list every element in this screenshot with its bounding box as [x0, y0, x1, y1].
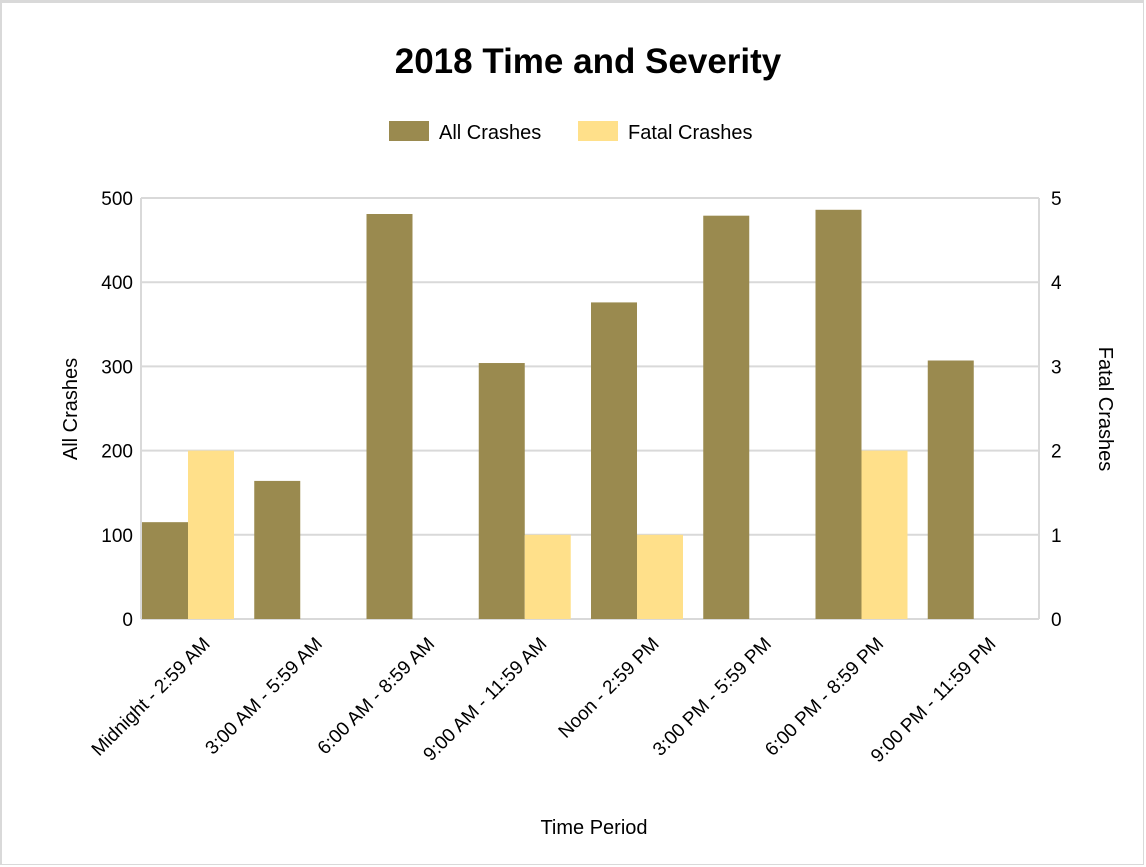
x-tick-label: 3:00 AM - 5:59 AM [202, 634, 327, 759]
y-axis-right-title: Fatal Crashes [1094, 347, 1116, 472]
x-tick-label: 6:00 AM - 8:59 AM [314, 634, 439, 759]
x-tick-label: 3:00 PM - 5:59 PM [649, 634, 776, 761]
x-tick-label: Noon - 2:59 PM [555, 634, 664, 743]
bar-all-crashes [142, 522, 188, 619]
bar-all-crashes [254, 480, 301, 619]
y-tick-label: 300 [101, 357, 133, 378]
y-tick-label: 100 [101, 526, 133, 547]
legend-swatch-all-crashes [389, 121, 429, 141]
bar-all-crashes [703, 215, 750, 619]
legend-swatch-fatal-crashes [578, 121, 618, 141]
legend-label-fatal-crashes: Fatal Crashes [628, 122, 753, 144]
x-tick-label: 6:00 PM - 8:59 PM [761, 634, 888, 761]
y-axis-left-ticks: 0 100 200 300 400 500 [101, 189, 133, 631]
bar-fatal-crashes [861, 450, 908, 619]
y-tick-label: 0 [122, 610, 133, 631]
bar-all-crashes [478, 363, 525, 619]
x-tick-label: Midnight - 2:59 AM [88, 634, 215, 761]
y2-tick-label: 1 [1051, 526, 1062, 547]
bar-all-crashes [366, 213, 413, 620]
bar-fatal-crashes [524, 534, 571, 619]
x-axis-ticks: Midnight - 2:59 AM3:00 AM - 5:59 AM6:00 … [88, 634, 1001, 767]
x-tick-label: 9:00 AM - 11:59 AM [420, 634, 552, 766]
y2-tick-label: 0 [1051, 610, 1062, 631]
y-axis-left-title: All Crashes [60, 358, 82, 460]
y-tick-label: 400 [101, 273, 133, 294]
y-axis-right-ticks: 0 1 2 3 4 5 [1051, 189, 1062, 631]
bars [142, 209, 974, 620]
y2-tick-label: 5 [1051, 189, 1062, 210]
y2-tick-label: 2 [1051, 442, 1062, 463]
x-tick-label: 9:00 PM - 11:59 PM [867, 634, 1000, 767]
bar-fatal-crashes [637, 534, 683, 619]
y-tick-label: 200 [101, 442, 133, 463]
y2-tick-label: 4 [1051, 273, 1062, 294]
bar-all-crashes [591, 302, 637, 619]
y-tick-label: 500 [101, 189, 133, 210]
y2-tick-label: 3 [1051, 357, 1062, 378]
bar-fatal-crashes [188, 450, 234, 619]
legend: All Crashes Fatal Crashes [389, 121, 753, 144]
bar-all-crashes [815, 209, 862, 619]
bar-all-crashes [927, 360, 974, 619]
x-axis-title: Time Period [540, 817, 647, 839]
legend-label-all-crashes: All Crashes [439, 122, 541, 144]
chart-title: 2018 Time and Severity [395, 42, 782, 81]
